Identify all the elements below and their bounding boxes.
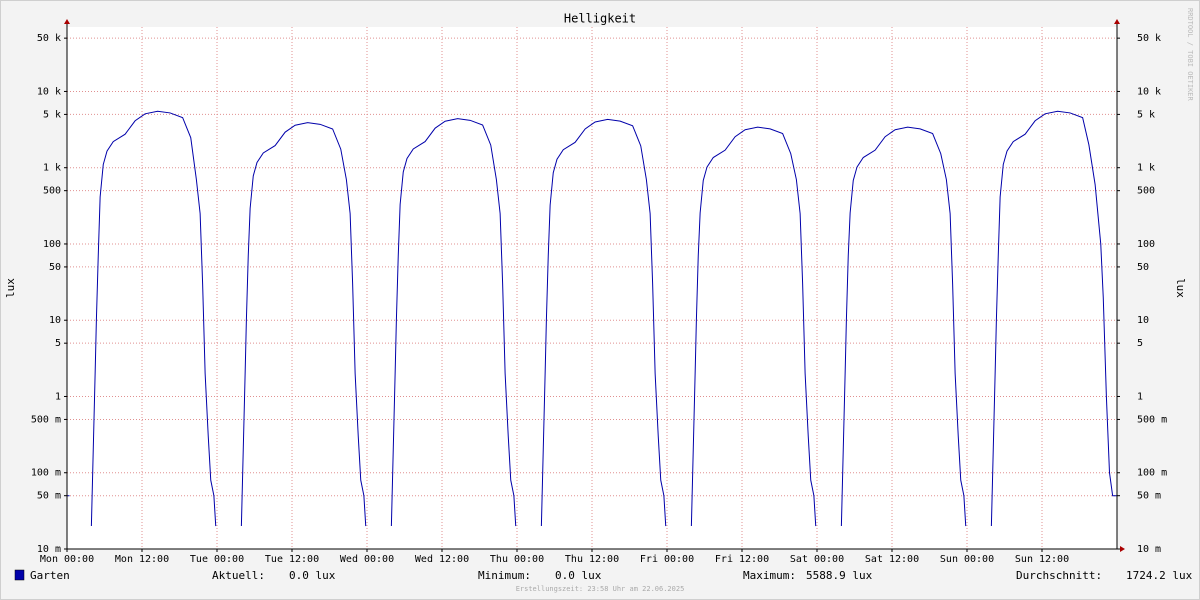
axis-arrow bbox=[64, 19, 70, 24]
footer: Erstellungszeit: 23:58 Uhr am 22.06.2025 bbox=[516, 585, 685, 593]
x-tick-label: Sat 00:00 bbox=[790, 554, 844, 565]
stat-value: 0.0 lux bbox=[289, 569, 336, 582]
y2-tick-label: 100 m bbox=[1137, 468, 1167, 479]
chart-title: Helligkeit bbox=[564, 12, 636, 26]
y-tick-label: 10 k bbox=[37, 86, 61, 97]
y-tick-label: 50 bbox=[49, 262, 61, 273]
y-tick-label: 500 bbox=[43, 186, 61, 197]
x-tick-label: Sat 12:00 bbox=[865, 554, 919, 565]
y-tick-label: 5 k bbox=[43, 109, 61, 120]
y-tick-label: 1 bbox=[55, 391, 61, 402]
y-tick-label: 1 k bbox=[43, 163, 61, 174]
stat-value: 0.0 lux bbox=[555, 569, 602, 582]
y-tick-label: 500 m bbox=[31, 414, 61, 425]
x-tick-label: Thu 12:00 bbox=[565, 554, 619, 565]
y-tick-label: 100 m bbox=[31, 468, 61, 479]
y2-tick-label: 5 bbox=[1137, 338, 1143, 349]
stat-label: Maximum: bbox=[743, 569, 796, 582]
y2-tick-label: 50 k bbox=[1137, 33, 1161, 44]
y2-tick-label: 10 k bbox=[1137, 86, 1161, 97]
credit: RRDTOOL / TOBI OETIKER bbox=[1186, 8, 1194, 102]
y2-axis-label: lux bbox=[1174, 278, 1187, 298]
stat-label: Durchschnitt: bbox=[1016, 569, 1102, 582]
y-axis-label: lux bbox=[4, 278, 17, 298]
y-tick-label: 100 bbox=[43, 239, 61, 250]
x-tick-label: Fri 12:00 bbox=[715, 554, 769, 565]
x-tick-label: Sun 00:00 bbox=[940, 554, 994, 565]
y-tick-label: 50 k bbox=[37, 33, 61, 44]
y2-tick-label: 1 k bbox=[1137, 163, 1155, 174]
y2-tick-label: 5 k bbox=[1137, 109, 1155, 120]
x-tick-label: Fri 00:00 bbox=[640, 554, 694, 565]
stat-label: Minimum: bbox=[478, 569, 531, 582]
x-tick-label: Wed 00:00 bbox=[340, 554, 394, 565]
x-tick-label: Wed 12:00 bbox=[415, 554, 469, 565]
y2-tick-label: 10 m bbox=[1137, 544, 1161, 555]
stat-value: 5588.9 lux bbox=[806, 569, 873, 582]
y-tick-label: 10 m bbox=[37, 544, 61, 555]
y2-tick-label: 10 bbox=[1137, 315, 1149, 326]
x-tick-label: Thu 00:00 bbox=[490, 554, 544, 565]
y2-tick-label: 1 bbox=[1137, 391, 1143, 402]
marks bbox=[67, 110, 1117, 527]
y-tick-label: 10 bbox=[49, 315, 61, 326]
x-tick-label: Mon 12:00 bbox=[115, 554, 169, 565]
stat-label: Aktuell: bbox=[212, 569, 265, 582]
legend-swatch bbox=[14, 569, 25, 581]
legend-entry: Garten bbox=[30, 569, 70, 582]
axis-arrow bbox=[1114, 19, 1120, 24]
x-tick-label: Tue 12:00 bbox=[265, 554, 319, 565]
y2-tick-label: 50 bbox=[1137, 262, 1149, 273]
series-line bbox=[67, 110, 1117, 527]
stat-value: 1724.2 lux bbox=[1126, 569, 1193, 582]
y2-tick-label: 100 bbox=[1137, 239, 1155, 250]
y2-tick-label: 500 m bbox=[1137, 414, 1167, 425]
grid bbox=[66, 27, 1117, 550]
x-tick-label: Tue 00:00 bbox=[190, 554, 244, 565]
y-tick-label: 5 bbox=[55, 338, 61, 349]
x-tick-label: Mon 00:00 bbox=[40, 554, 94, 565]
y-tick-label: 50 m bbox=[37, 491, 61, 502]
y2-tick-label: 50 m bbox=[1137, 491, 1161, 502]
y2-tick-label: 500 bbox=[1137, 186, 1155, 197]
axis-arrow bbox=[1120, 546, 1125, 552]
x-tick-label: Sun 12:00 bbox=[1015, 554, 1069, 565]
